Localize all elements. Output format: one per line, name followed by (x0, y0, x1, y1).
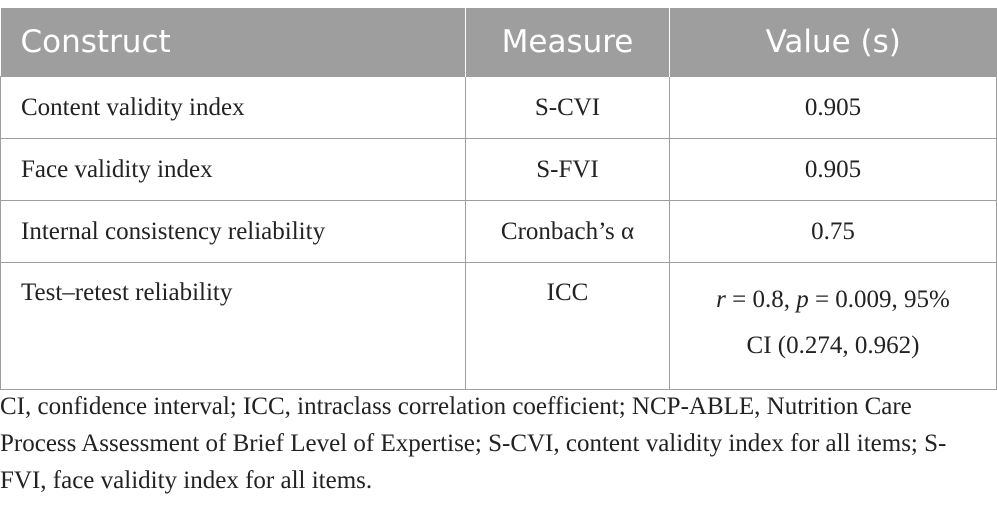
cell-value: 0.905 (669, 76, 997, 139)
cell-measure: Cronbach’s α (465, 200, 670, 263)
header-measure: Measure (465, 8, 670, 77)
value-line-2: CI (0.274, 0.962) (746, 332, 920, 359)
cell-measure: S-CVI (465, 76, 670, 139)
r-value-text: = 0.8, (725, 286, 797, 313)
cell-construct: Internal consistency reliability (0, 200, 466, 263)
cell-measure: S-FVI (465, 138, 670, 201)
cell-construct: Content validity index (0, 76, 466, 139)
validity-table: Construct Measure Value (s) Content vali… (0, 8, 997, 390)
table-footnote: CI, confidence interval; ICC, intraclass… (0, 393, 947, 494)
p-symbol: p (796, 286, 809, 313)
table-header-row: Construct Measure Value (s) (0, 8, 997, 77)
header-value: Value (s) (669, 8, 997, 77)
value-line-1: r = 0.8, p = 0.009, 95% (670, 277, 996, 323)
r-symbol: r (716, 286, 726, 313)
table-row: Test–retest reliability ICC r = 0.8, p =… (0, 262, 997, 390)
cell-measure: ICC (465, 262, 670, 390)
validity-table-container: Construct Measure Value (s) Content vali… (0, 8, 997, 390)
table-row: Face validity index S-FVI 0.905 (0, 138, 997, 201)
cell-construct: Test–retest reliability (0, 262, 466, 390)
p-value-text: = 0.009, 95% (808, 286, 950, 313)
cell-value: 0.905 (669, 138, 997, 201)
cell-construct: Face validity index (0, 138, 466, 201)
cell-value: r = 0.8, p = 0.009, 95% CI (0.274, 0.962) (669, 262, 997, 390)
table-row: Internal consistency reliability Cronbac… (0, 200, 997, 263)
cell-value: 0.75 (669, 200, 997, 263)
table-row: Content validity index S-CVI 0.905 (0, 76, 997, 139)
header-construct: Construct (0, 8, 466, 77)
